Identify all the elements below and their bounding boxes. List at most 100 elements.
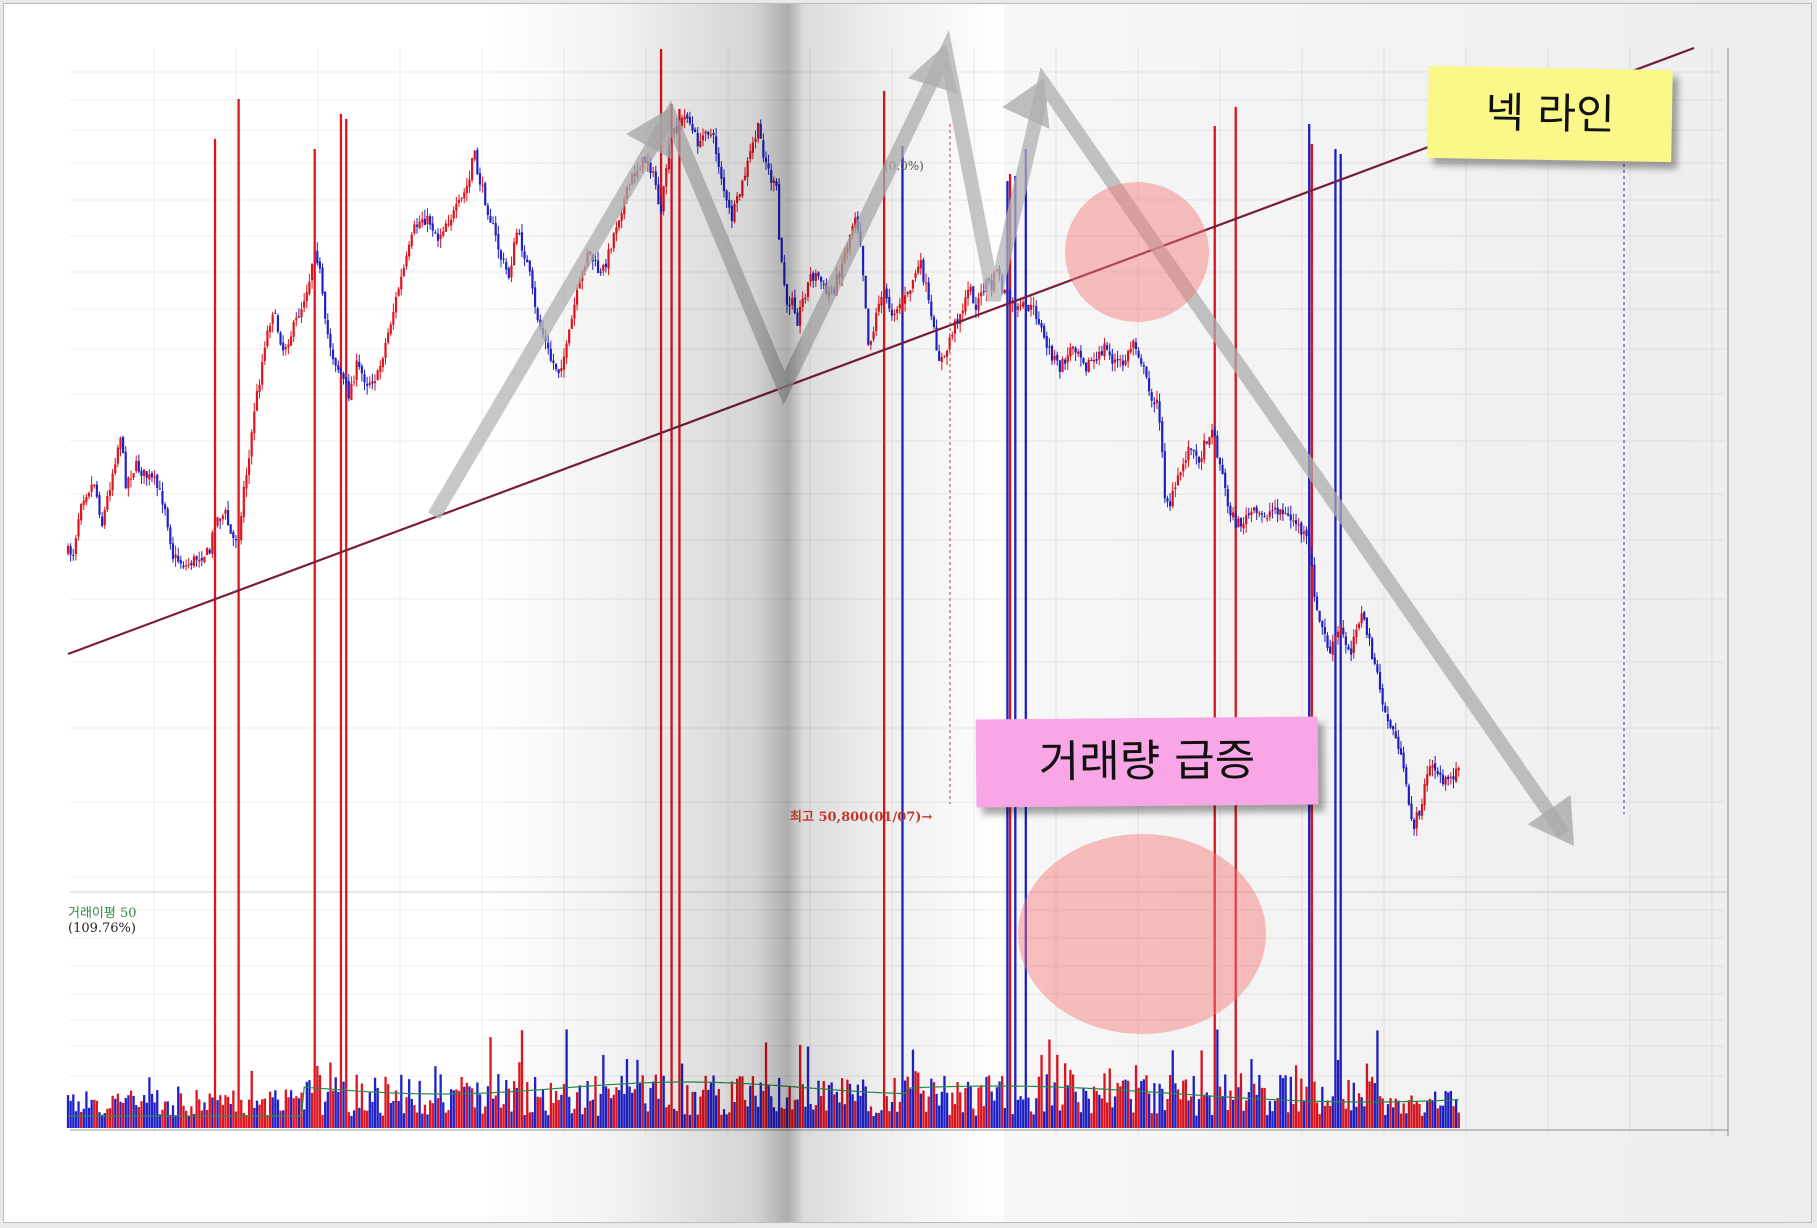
volume-bar <box>203 1102 206 1128</box>
volume-bar <box>240 1099 243 1128</box>
candle-body <box>473 151 476 160</box>
volume-bar <box>1140 1081 1143 1128</box>
candle-body <box>1318 610 1321 622</box>
volume-bar <box>413 1104 416 1128</box>
candle-body <box>478 173 482 185</box>
volume-bar <box>817 1080 820 1128</box>
volume-bar <box>1237 1087 1240 1128</box>
volume-bar <box>909 1088 912 1128</box>
volume-bar <box>1040 1054 1043 1128</box>
candle-body <box>1087 359 1090 373</box>
candle-body <box>966 289 970 299</box>
candle-body <box>554 363 558 369</box>
candle-body <box>423 218 426 225</box>
candle-body <box>759 123 762 139</box>
volume-bar <box>536 1096 539 1128</box>
volume-bar <box>1053 1082 1056 1128</box>
volume-bar <box>644 1103 647 1128</box>
candle-body <box>751 142 754 153</box>
volume-bar <box>1150 1113 1153 1128</box>
candle-body <box>617 220 621 228</box>
volume-bar <box>801 1084 804 1128</box>
candle-body <box>329 333 332 348</box>
candle-body <box>161 491 164 505</box>
volume-bar <box>623 1093 626 1128</box>
volume-bar <box>987 1075 991 1128</box>
candle-body <box>935 327 938 351</box>
volume-indicator-name: 거래이평 50 <box>68 906 137 921</box>
volume-bar <box>620 1075 623 1128</box>
candle-body <box>767 163 770 169</box>
volume-bar <box>1310 144 1313 1128</box>
volume-bar <box>255 1100 259 1128</box>
volume-bar <box>282 1110 285 1128</box>
candle-body <box>255 390 259 411</box>
candle-body <box>1134 342 1138 350</box>
volume-bar <box>1350 1110 1353 1128</box>
candle-body <box>1313 564 1316 598</box>
volume-bar <box>1355 1106 1358 1128</box>
candle-body <box>1192 449 1195 451</box>
candle-body <box>476 149 479 174</box>
volume-ma-line <box>68 1081 1459 1117</box>
volume-bar <box>1014 176 1017 1128</box>
candle-body <box>1263 516 1266 518</box>
candle-body <box>1103 343 1106 357</box>
volume-bar <box>1360 1097 1363 1128</box>
volume-bar <box>1258 1074 1261 1128</box>
volume-bar <box>914 1071 917 1128</box>
candle-body <box>775 181 778 186</box>
candle-body <box>1258 513 1261 515</box>
candle-body <box>331 349 335 360</box>
candle-body <box>906 292 909 295</box>
volume-bar <box>767 1084 770 1128</box>
candle-body <box>1378 672 1382 690</box>
candle-body <box>326 319 329 335</box>
candle-body <box>489 215 492 223</box>
volume-bar <box>463 1086 466 1128</box>
volume-bar <box>360 1083 364 1128</box>
volume-bar <box>1318 1114 1321 1128</box>
volume-bar <box>392 1100 395 1128</box>
candle-body <box>394 297 398 313</box>
candle-body <box>234 539 238 541</box>
candle-body <box>864 275 867 309</box>
volume-bar <box>295 1096 298 1128</box>
candle-body <box>187 564 190 566</box>
volume-bar <box>547 1115 550 1128</box>
volume-bar <box>310 1092 314 1128</box>
candle-body <box>392 312 395 325</box>
candle-body <box>959 314 962 325</box>
candle-body <box>854 217 857 228</box>
candle-body <box>352 381 356 383</box>
candle-body <box>578 280 581 289</box>
candle-body <box>410 234 413 247</box>
candle-body <box>87 492 91 497</box>
volume-bar <box>371 1101 374 1128</box>
volume-bar <box>268 1091 272 1128</box>
volume-bar <box>830 1082 833 1128</box>
candle-body <box>875 312 878 332</box>
volume-bar <box>583 1107 587 1128</box>
candle-body <box>95 484 98 497</box>
candle-body <box>903 295 907 304</box>
candle-body <box>1234 513 1237 529</box>
candle-body <box>1457 767 1460 771</box>
volume-bar <box>1184 1079 1188 1128</box>
volume-bar <box>930 1078 933 1128</box>
candle-body <box>434 232 437 234</box>
candle-body <box>1142 365 1145 367</box>
candle-body <box>1321 621 1324 628</box>
volume-bar <box>1357 1093 1361 1128</box>
candle-body <box>1363 612 1366 620</box>
candle-body <box>594 259 597 261</box>
volume-bar <box>502 1104 505 1128</box>
volume-bar <box>1182 1080 1185 1128</box>
volume-bar <box>1300 1078 1303 1128</box>
volume-bar <box>654 1074 657 1128</box>
candle-body <box>1444 777 1447 785</box>
candle-body <box>1090 360 1093 362</box>
volume-bar <box>447 1110 450 1128</box>
candle-body <box>1132 340 1135 348</box>
volume-bar <box>1111 1107 1114 1128</box>
